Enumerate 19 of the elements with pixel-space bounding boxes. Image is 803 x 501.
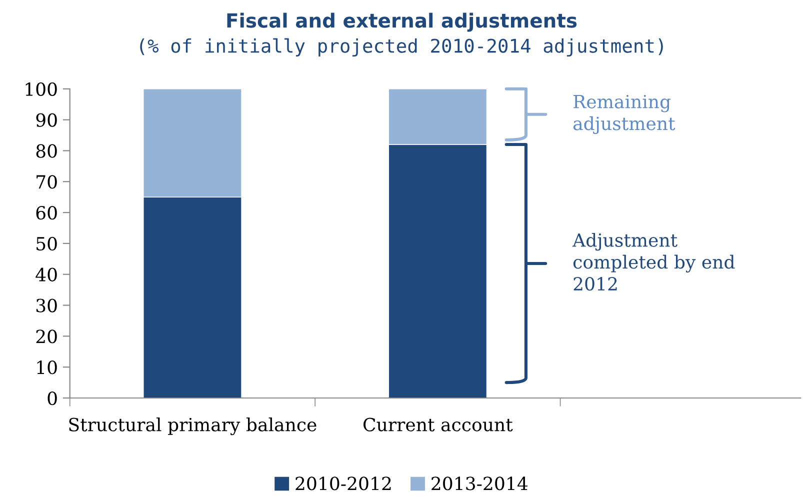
y-tick-label: 40 <box>36 268 57 282</box>
y-tick-label: 70 <box>36 175 57 189</box>
annotation: Adjustment completed by end 2012 <box>572 232 735 291</box>
legend-label: 2013-2014 <box>432 476 528 490</box>
x-tick-label: Current account <box>364 418 513 432</box>
y-tick-label: 80 <box>36 144 57 158</box>
y-tick-label: 60 <box>36 206 57 220</box>
chart-title: Fiscal and external adjustments <box>227 12 577 32</box>
x-tick-label: Structural primary balance <box>69 417 316 436</box>
chart-subtitle: (% of initially projected 2010-2014 adjustment) <box>140 38 663 57</box>
y-tick-label: 10 <box>37 360 57 374</box>
y-tick-label: 30 <box>36 298 57 312</box>
y-tick-label: 100 <box>26 82 57 96</box>
legend-label: 2010-2012 <box>296 476 391 490</box>
y-tick-label: 20 <box>36 330 57 344</box>
y-tick-label: 0 <box>48 391 57 406</box>
y-tick-label: 90 <box>36 113 57 127</box>
annotation: Remaining adjustment <box>573 94 676 134</box>
y-tick-label: 50 <box>36 236 57 251</box>
